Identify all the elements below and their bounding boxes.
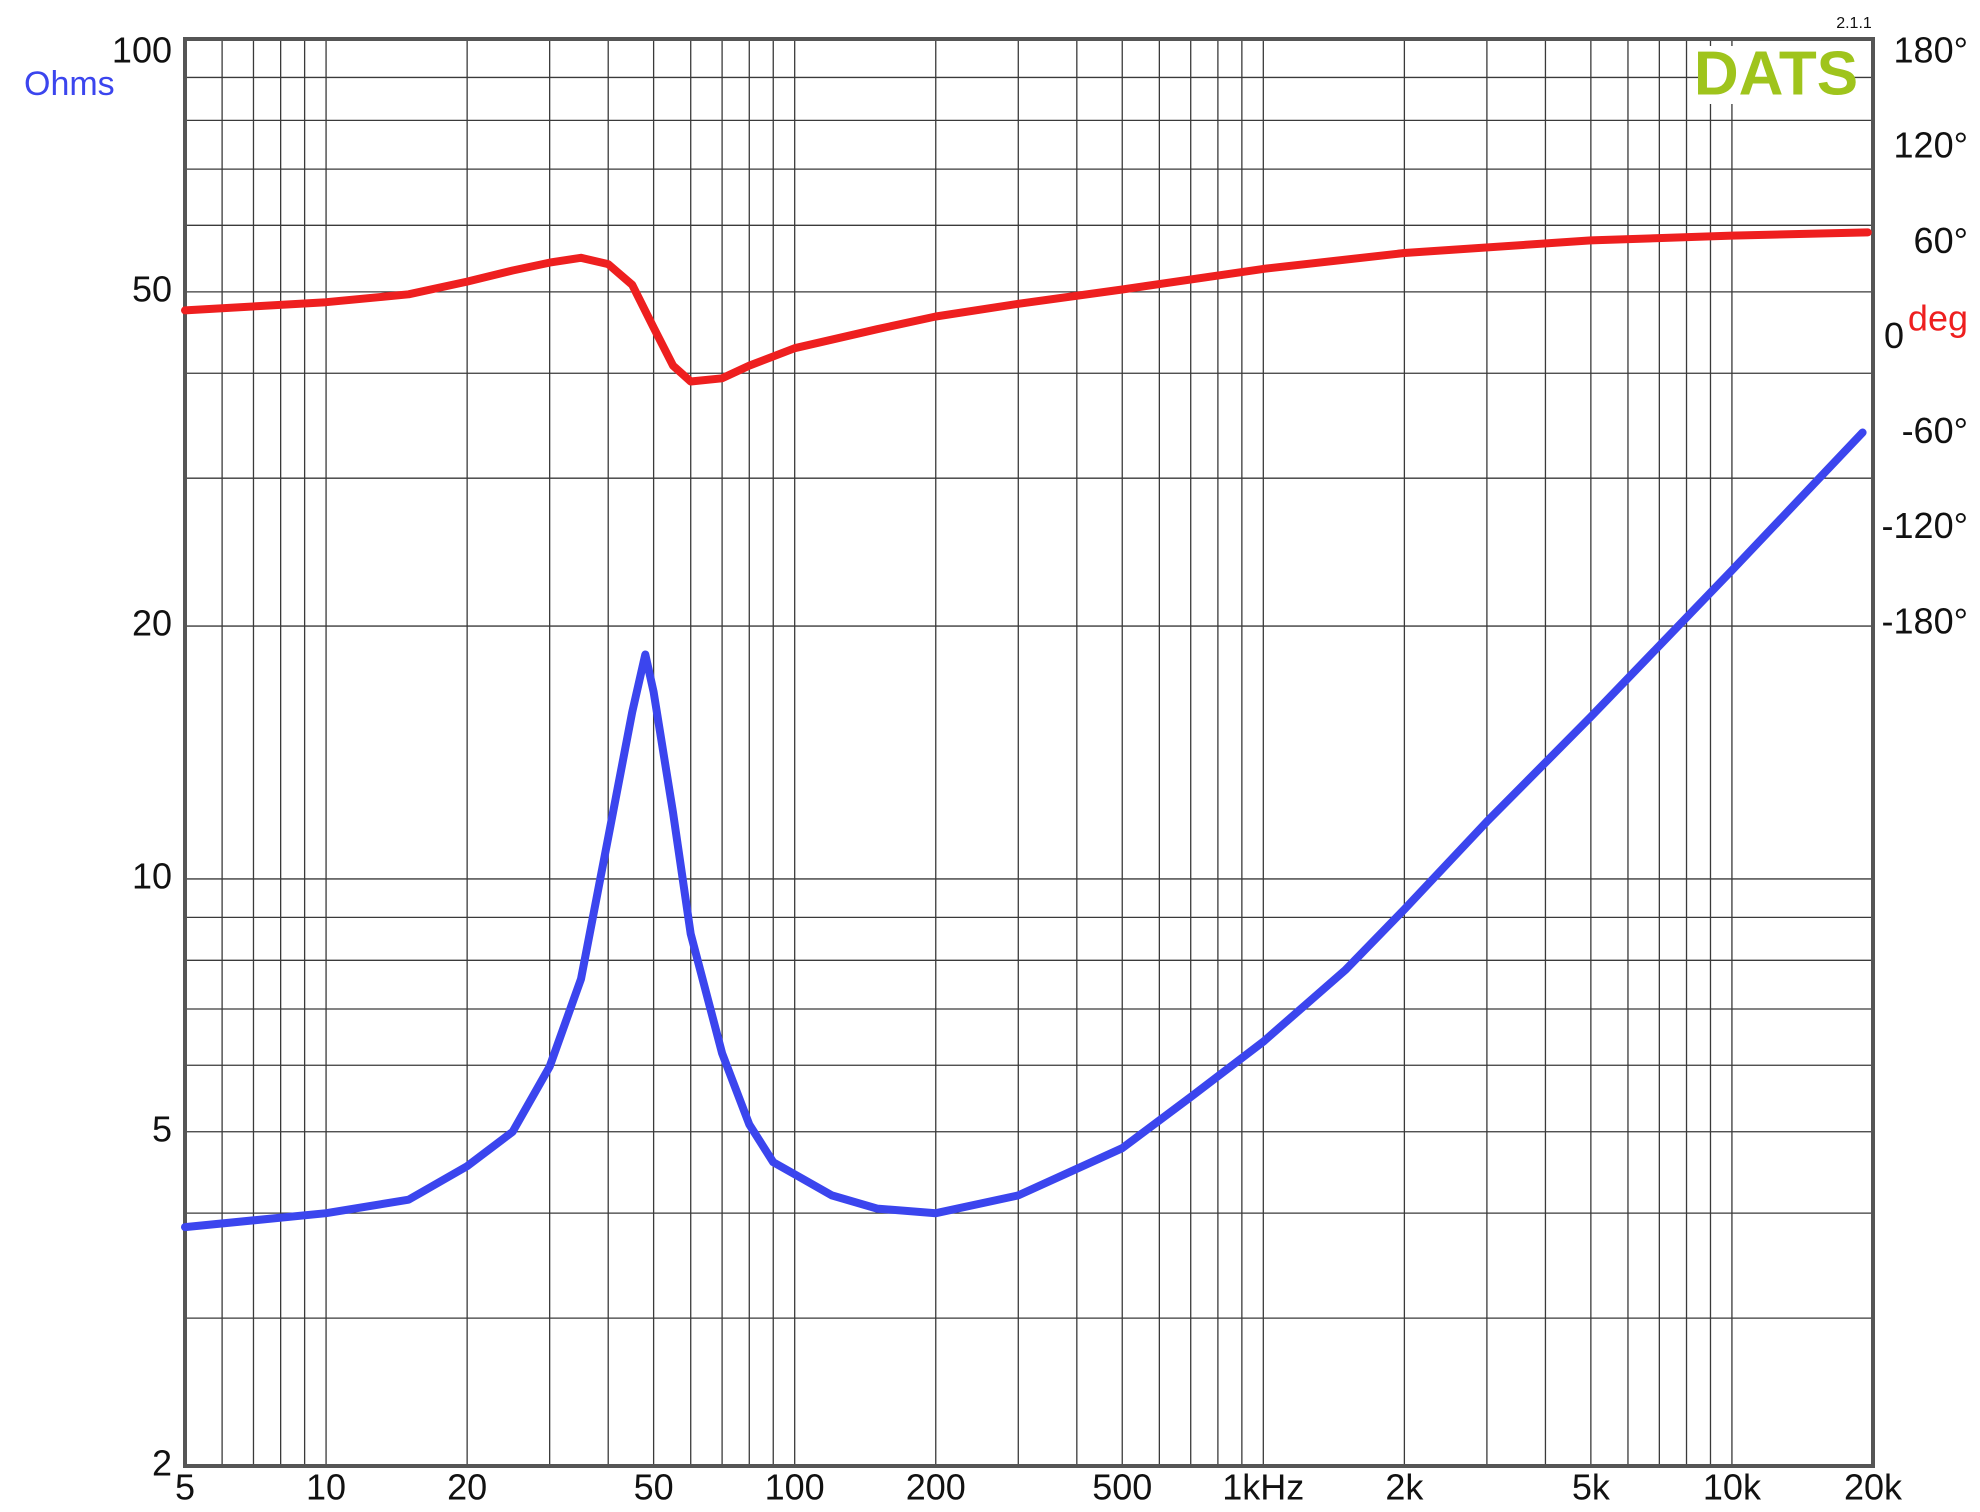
- y2-tick-label: 180°: [1894, 30, 1968, 71]
- data-line: [181, 428, 1867, 1232]
- y-tick-label: 20: [132, 603, 172, 644]
- version: 2.1.1: [1836, 15, 1872, 32]
- data-line: [181, 228, 1872, 386]
- y2-tick-label: -60°: [1902, 410, 1968, 451]
- x-tick-label: 20: [447, 1467, 487, 1508]
- x-tick-label: 5: [175, 1467, 195, 1508]
- x-tick-label: 5k: [1572, 1467, 1611, 1508]
- logo-bg: [1698, 46, 1854, 104]
- x-tick-label: 500: [1092, 1467, 1152, 1508]
- y2-tick-label: 0: [1884, 315, 1904, 356]
- y2-tick-label: -120°: [1882, 505, 1968, 546]
- y2-tick-label: -180°: [1882, 600, 1968, 641]
- y-tick-label: 2: [152, 1443, 172, 1484]
- y-tick-label: 5: [152, 1108, 172, 1149]
- y-tick-label: 50: [132, 268, 172, 309]
- x-tick-label: 100: [765, 1467, 825, 1508]
- y-tick-label: 100: [112, 30, 172, 71]
- x-tick-label: 2k: [1385, 1467, 1424, 1508]
- x-tick-label: 200: [906, 1467, 966, 1508]
- y2-tick-label: 120°: [1894, 125, 1968, 166]
- plot-frame: [183, 37, 1875, 1468]
- x-tick-label: 10: [306, 1467, 346, 1508]
- y2-tick-label: 60°: [1914, 220, 1968, 261]
- x-tick-label: 20k: [1844, 1467, 1903, 1508]
- y-axis-label: Ohms: [24, 65, 115, 103]
- x-tick-label: 10k: [1703, 1467, 1762, 1508]
- logo: DATS: [1694, 39, 1858, 108]
- y2-axis-label: deg: [1908, 298, 1968, 339]
- x-tick-label: 1kHz: [1222, 1467, 1304, 1508]
- x-tick-label: 50: [634, 1467, 674, 1508]
- y-tick-label: 10: [132, 855, 172, 896]
